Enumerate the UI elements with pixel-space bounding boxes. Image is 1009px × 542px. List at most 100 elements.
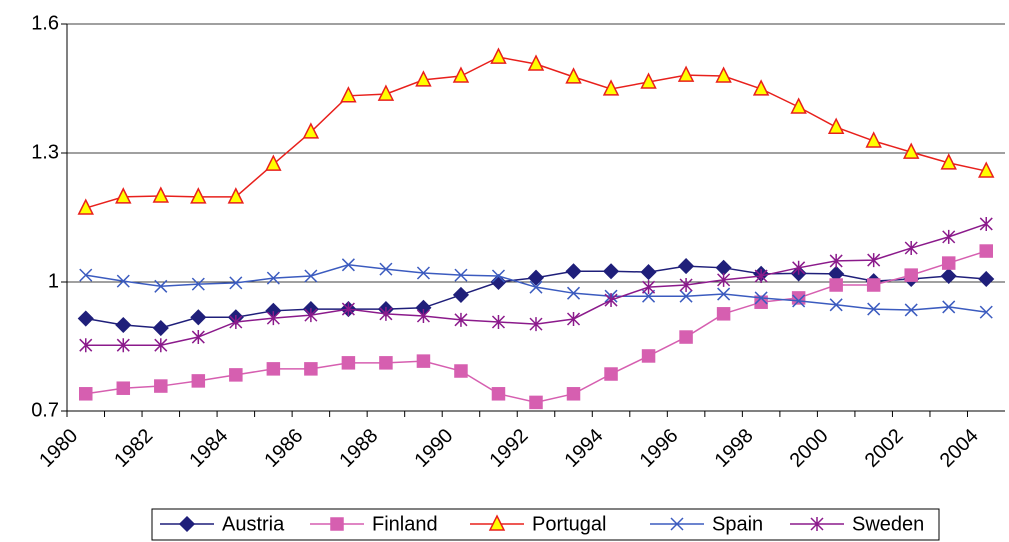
marker (829, 278, 843, 292)
marker (978, 270, 995, 288)
x-tick-label: 1984 (185, 425, 232, 472)
y-tick-label: 1.3 (31, 141, 59, 163)
marker (379, 306, 393, 321)
marker (940, 267, 957, 285)
marker (454, 312, 468, 327)
marker (152, 186, 170, 203)
marker (79, 387, 93, 401)
marker (452, 66, 470, 83)
x-tick-label: 1996 (636, 425, 683, 472)
marker (77, 198, 94, 215)
x-tick-label: 1980 (35, 425, 82, 472)
marker (566, 311, 581, 326)
marker (154, 338, 168, 353)
marker (379, 262, 393, 276)
marker (154, 379, 168, 393)
marker (416, 308, 430, 323)
marker (115, 316, 132, 334)
y-tick-label: 1 (48, 270, 59, 292)
legend-label: Sweden (852, 513, 924, 535)
marker (565, 67, 582, 84)
x-tick-label: 1998 (711, 425, 758, 472)
marker (529, 317, 543, 332)
marker (979, 216, 993, 231)
marker (978, 161, 995, 178)
x-tick-label: 1986 (260, 425, 307, 472)
marker (266, 271, 280, 285)
marker (754, 268, 768, 283)
marker (77, 310, 94, 327)
marker (792, 294, 806, 308)
marker (527, 54, 545, 71)
legend-marker (670, 517, 684, 531)
marker (602, 263, 620, 280)
marker (340, 86, 357, 103)
marker (679, 330, 693, 344)
marker (454, 268, 468, 282)
marker (679, 289, 693, 303)
marker (717, 287, 731, 301)
marker (979, 305, 993, 319)
x-tick-label: 1982 (110, 425, 157, 472)
marker (227, 187, 245, 204)
marker (566, 387, 581, 401)
marker (79, 268, 93, 282)
marker (416, 266, 430, 280)
marker (642, 280, 656, 295)
marker (341, 258, 355, 272)
marker (341, 356, 356, 370)
marker (640, 72, 657, 89)
marker (940, 153, 957, 170)
marker (527, 269, 545, 286)
marker (904, 303, 918, 317)
marker (866, 278, 881, 292)
marker (191, 330, 205, 345)
marker (115, 187, 132, 204)
x-tick-label: 2000 (786, 425, 833, 472)
marker (491, 387, 506, 401)
marker (341, 302, 355, 317)
marker (942, 300, 956, 314)
marker (190, 187, 207, 204)
marker (904, 241, 918, 256)
marker (867, 302, 881, 316)
marker (229, 368, 243, 382)
marker (604, 293, 618, 308)
marker (304, 269, 318, 283)
marker (266, 311, 280, 326)
marker (754, 291, 768, 305)
marker (529, 280, 543, 294)
legend-marker (810, 517, 824, 531)
legend-marker (488, 514, 506, 531)
marker (229, 276, 243, 290)
marker (716, 307, 731, 321)
marker (452, 286, 470, 303)
marker (640, 264, 657, 281)
x-tick-label: 1988 (335, 425, 382, 472)
legend-label: Finland (372, 513, 438, 535)
marker (791, 291, 806, 305)
marker (529, 395, 543, 410)
marker (79, 338, 93, 353)
marker (792, 260, 806, 275)
marker (717, 272, 731, 287)
marker (829, 298, 843, 312)
marker (677, 65, 695, 82)
marker (491, 314, 506, 329)
marker (942, 229, 956, 244)
marker (152, 319, 169, 337)
legend-label: Austria (222, 513, 285, 535)
marker (304, 362, 318, 376)
marker (266, 362, 281, 376)
series-line (85, 56, 987, 209)
x-tick-label: 1990 (410, 425, 457, 472)
legend-label: Portugal (532, 513, 607, 535)
marker (790, 97, 807, 114)
marker (191, 277, 205, 291)
marker (641, 349, 656, 363)
marker (116, 338, 130, 353)
marker (565, 263, 582, 280)
marker (416, 354, 431, 368)
marker (566, 286, 581, 300)
